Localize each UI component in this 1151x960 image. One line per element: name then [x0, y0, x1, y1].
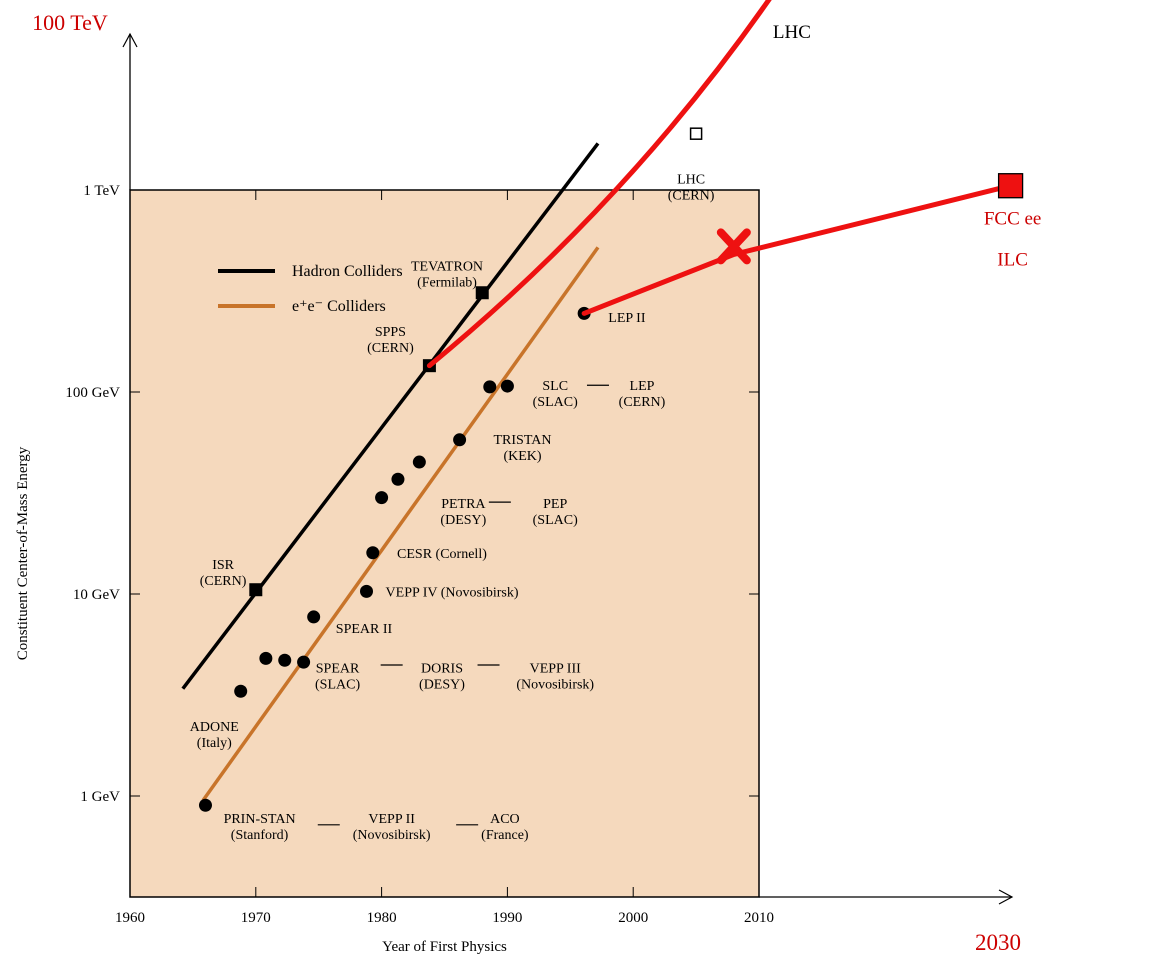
x-tick-label: 1980 [367, 910, 397, 926]
top-energy-label: 100 TeV [32, 10, 108, 35]
ee-collider-point [297, 655, 311, 669]
collider-label: CESR (Cornell) [397, 547, 487, 562]
collider-label: ACO [490, 812, 520, 827]
collider-label-sub: (CERN) [367, 341, 414, 356]
collider-label: LEP II [608, 311, 646, 326]
collider-label-sub: (Novosibirsk) [516, 677, 594, 692]
x-axis-title: Year of First Physics [382, 939, 507, 955]
fcc-ee-projection-line [581, 183, 1014, 316]
collider-label: LHC [677, 173, 705, 188]
collider-label: PEP [543, 497, 567, 512]
x-tick-label: 1990 [492, 910, 522, 926]
collider-label: TRISTAN [493, 433, 551, 448]
hadron-collider-point [475, 286, 489, 300]
trend-line-hadron [181, 142, 600, 690]
collider-label: TEVATRON [411, 260, 483, 275]
collider-label-sub: (CERN) [619, 395, 666, 410]
y-axis-title: Constituent Center-of-Mass Energy [15, 446, 31, 660]
hadron-collider-point [249, 583, 263, 597]
collider-label-sub: (France) [481, 828, 529, 843]
x-tick-label: 1970 [241, 910, 271, 926]
collider-label: DORIS [421, 661, 463, 676]
y-tick-label: 100 GeV [65, 385, 120, 401]
ee-collider-point [391, 472, 405, 486]
plot-area [129, 189, 760, 898]
x-tick-label: 2010 [744, 910, 774, 926]
ilc-cross-icon [716, 228, 751, 265]
lhc-open-square [689, 127, 703, 140]
legend-label-ee: e⁺e⁻ Colliders [292, 298, 386, 315]
ee-collider-point [500, 379, 514, 393]
ee-collider-point [307, 610, 321, 624]
ee-collider-point [360, 584, 374, 598]
collider-label-sub: (DESY) [440, 513, 486, 528]
collider-label: SLC [542, 379, 568, 394]
legend-label-hadron: Hadron Colliders [292, 263, 403, 280]
collider-label-sub: (SLAC) [533, 513, 578, 528]
ee-collider-point [234, 684, 248, 698]
collider-label-sub: (Stanford) [231, 828, 289, 843]
collider-label: VEPP II [368, 812, 415, 827]
ee-collider-point [366, 546, 380, 560]
collider-label-sub: (SLAC) [315, 677, 360, 692]
ee-collider-point [483, 380, 497, 394]
ilc-label: ILC [997, 250, 1028, 271]
collider-label: ISR [212, 558, 234, 573]
collider-label-sub: (KEK) [503, 449, 541, 464]
x-tick-label: 1960 [115, 910, 145, 926]
y-tick-label: 10 GeV [73, 587, 120, 603]
collider-label: VEPP IV (Novosibirsk) [386, 585, 519, 600]
y-tick-label: 1 TeV [83, 183, 120, 199]
x-tick-label: 2000 [618, 910, 648, 926]
collider-label: PRIN-STAN [224, 812, 296, 827]
collider-label: SPEAR II [336, 622, 393, 637]
collider-label-sub: (SLAC) [533, 395, 578, 410]
fcc-pp-projection-curve [426, 0, 772, 369]
collider-label-sub: (Italy) [197, 736, 232, 751]
collider-label: ADONE [190, 720, 239, 735]
ee-collider-point [375, 491, 389, 505]
collider-label-sub: (Fermilab) [417, 276, 477, 291]
lhc-marker-label: LHC [773, 22, 811, 43]
collider-label: SPEAR [316, 661, 360, 676]
ee-collider-point [259, 651, 273, 665]
collider-label: VEPP III [530, 661, 582, 676]
collider-label: PETRA [441, 497, 486, 512]
collider-label: SPPS [375, 325, 406, 340]
ee-collider-point [412, 455, 426, 469]
fcc-ee-marker [997, 173, 1024, 199]
fcc-ee-marker-label: FCC ee [984, 209, 1042, 230]
future-year-label: 2030 [975, 930, 1021, 955]
collider-label-sub: (CERN) [200, 574, 247, 589]
collider-label-sub: (DESY) [419, 677, 465, 692]
y-tick-label: 1 GeV [80, 789, 120, 805]
collider-label-sub: (Novosibirsk) [353, 828, 431, 843]
ee-collider-point [198, 798, 212, 812]
ee-collider-point [278, 653, 292, 667]
collider-label-sub: (CERN) [668, 189, 715, 204]
ee-collider-point [453, 433, 467, 447]
trend-line-ee [201, 246, 600, 802]
collider-label: LEP [630, 379, 655, 394]
